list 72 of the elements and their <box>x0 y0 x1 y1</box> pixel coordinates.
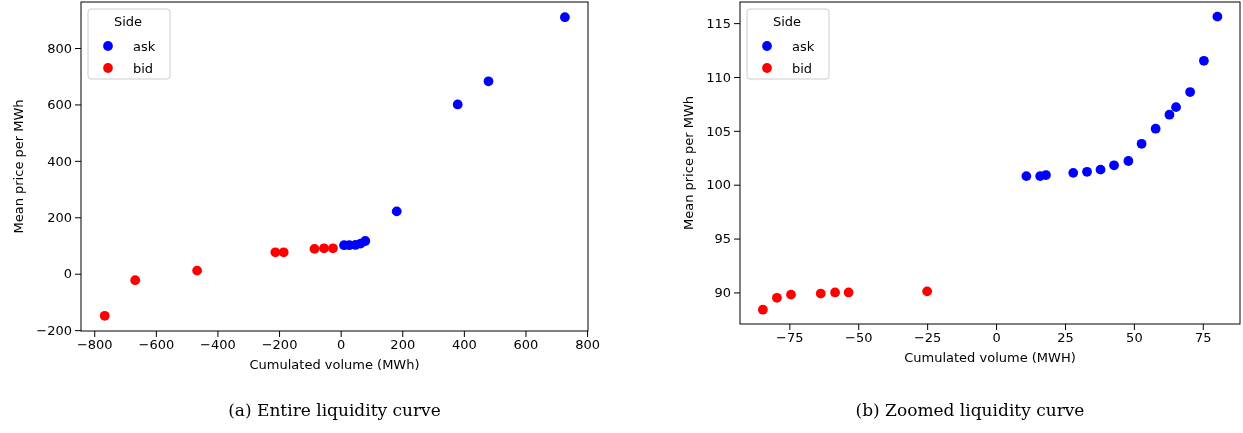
point <box>1212 11 1223 22</box>
text: (a) Entire liquidity curve <box>228 400 441 420</box>
y-tick-label: 400 <box>47 153 72 169</box>
point <box>757 304 768 315</box>
point <box>99 310 110 321</box>
legend-label: ask <box>792 39 815 54</box>
point <box>278 247 289 258</box>
x-tick-label: 25 <box>1057 330 1074 346</box>
legend-label: ask <box>133 39 156 54</box>
legend-label: bid <box>792 61 813 76</box>
y-axis-title: Mean price per MWh <box>681 95 696 231</box>
legend-title: Side <box>113 14 143 29</box>
point <box>319 243 329 254</box>
point <box>786 289 796 300</box>
point <box>309 244 320 254</box>
point <box>328 243 338 254</box>
point <box>922 286 933 297</box>
point <box>391 206 402 217</box>
x-tick-label: −50 <box>845 330 873 346</box>
legend-title: Side <box>772 14 802 29</box>
x-tick-label: 75 <box>1195 330 1212 346</box>
x-axis-title: Cumulated volume (MWh) <box>249 357 420 372</box>
x-tick-label: −200 <box>261 337 298 353</box>
y-tick-label: 100 <box>706 177 731 193</box>
y-tick-label: 90 <box>714 285 731 301</box>
point <box>1150 123 1161 134</box>
point <box>1021 171 1032 181</box>
point <box>192 265 203 276</box>
point <box>815 288 826 299</box>
point <box>452 99 463 110</box>
y-tick-label: 110 <box>706 69 731 85</box>
y-tick-label: 115 <box>706 15 731 31</box>
x-tick-label: 0 <box>992 330 1001 346</box>
point <box>1171 102 1181 113</box>
x-tick-label: −600 <box>138 337 175 353</box>
point <box>1164 109 1175 120</box>
x-tick-label: 800 <box>575 337 600 353</box>
x-tick-label: 600 <box>513 337 539 353</box>
point <box>483 76 494 87</box>
point <box>560 12 570 23</box>
point <box>1082 166 1092 177</box>
x-tick-label: −800 <box>76 337 113 353</box>
point <box>772 292 782 303</box>
point <box>360 236 371 246</box>
y-tick-label: 200 <box>47 209 72 225</box>
y-tick-label: 800 <box>47 40 72 56</box>
point <box>1185 87 1195 97</box>
y-tick-label: 95 <box>714 231 731 247</box>
point <box>1199 55 1209 66</box>
x-tick-label: 400 <box>451 337 477 353</box>
x-tick-label: −400 <box>200 337 236 353</box>
point <box>1095 164 1106 175</box>
point <box>130 275 141 286</box>
y-tick-label: 105 <box>706 123 731 139</box>
x-tick-label: −25 <box>913 330 942 346</box>
x-tick-label: 50 <box>1126 330 1143 346</box>
point <box>1041 170 1051 180</box>
point <box>1109 160 1119 171</box>
point <box>1068 167 1079 178</box>
y-axis-title: Mean price per MWh <box>11 99 26 234</box>
y-tick-label: 600 <box>47 97 72 113</box>
point <box>1123 156 1134 166</box>
x-tick-label: −75 <box>776 330 804 346</box>
x-tick-label: 200 <box>390 337 416 353</box>
point <box>1136 138 1147 149</box>
legend-label: bid <box>133 61 154 76</box>
y-tick-label: 0 <box>63 266 72 282</box>
point <box>830 287 840 298</box>
x-axis-title: Cumulated volume (MWH) <box>904 350 1076 365</box>
point <box>843 287 854 298</box>
text: (b) Zoomed liquidity curve <box>855 400 1085 420</box>
x-tick-label: 0 <box>337 337 346 353</box>
